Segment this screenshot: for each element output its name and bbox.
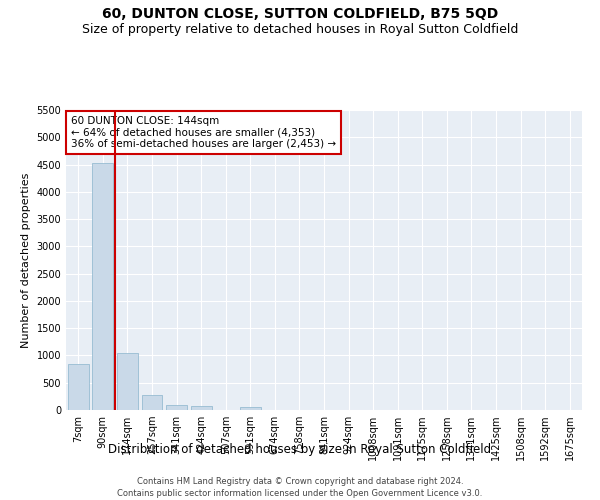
Bar: [191, 406, 212, 410]
Bar: [117, 352, 138, 410]
Text: Contains HM Land Registry data © Crown copyright and database right 2024.
Contai: Contains HM Land Registry data © Crown c…: [118, 476, 482, 498]
Bar: [166, 405, 187, 410]
Bar: [240, 407, 261, 410]
Text: 60 DUNTON CLOSE: 144sqm
← 64% of detached houses are smaller (4,353)
36% of semi: 60 DUNTON CLOSE: 144sqm ← 64% of detache…: [71, 116, 336, 149]
Text: Distribution of detached houses by size in Royal Sutton Coldfield: Distribution of detached houses by size …: [109, 442, 491, 456]
Y-axis label: Number of detached properties: Number of detached properties: [21, 172, 31, 348]
Bar: [142, 396, 163, 410]
Bar: [92, 163, 113, 410]
Text: Size of property relative to detached houses in Royal Sutton Coldfield: Size of property relative to detached ho…: [82, 22, 518, 36]
Bar: [68, 364, 89, 410]
Text: 60, DUNTON CLOSE, SUTTON COLDFIELD, B75 5QD: 60, DUNTON CLOSE, SUTTON COLDFIELD, B75 …: [102, 8, 498, 22]
